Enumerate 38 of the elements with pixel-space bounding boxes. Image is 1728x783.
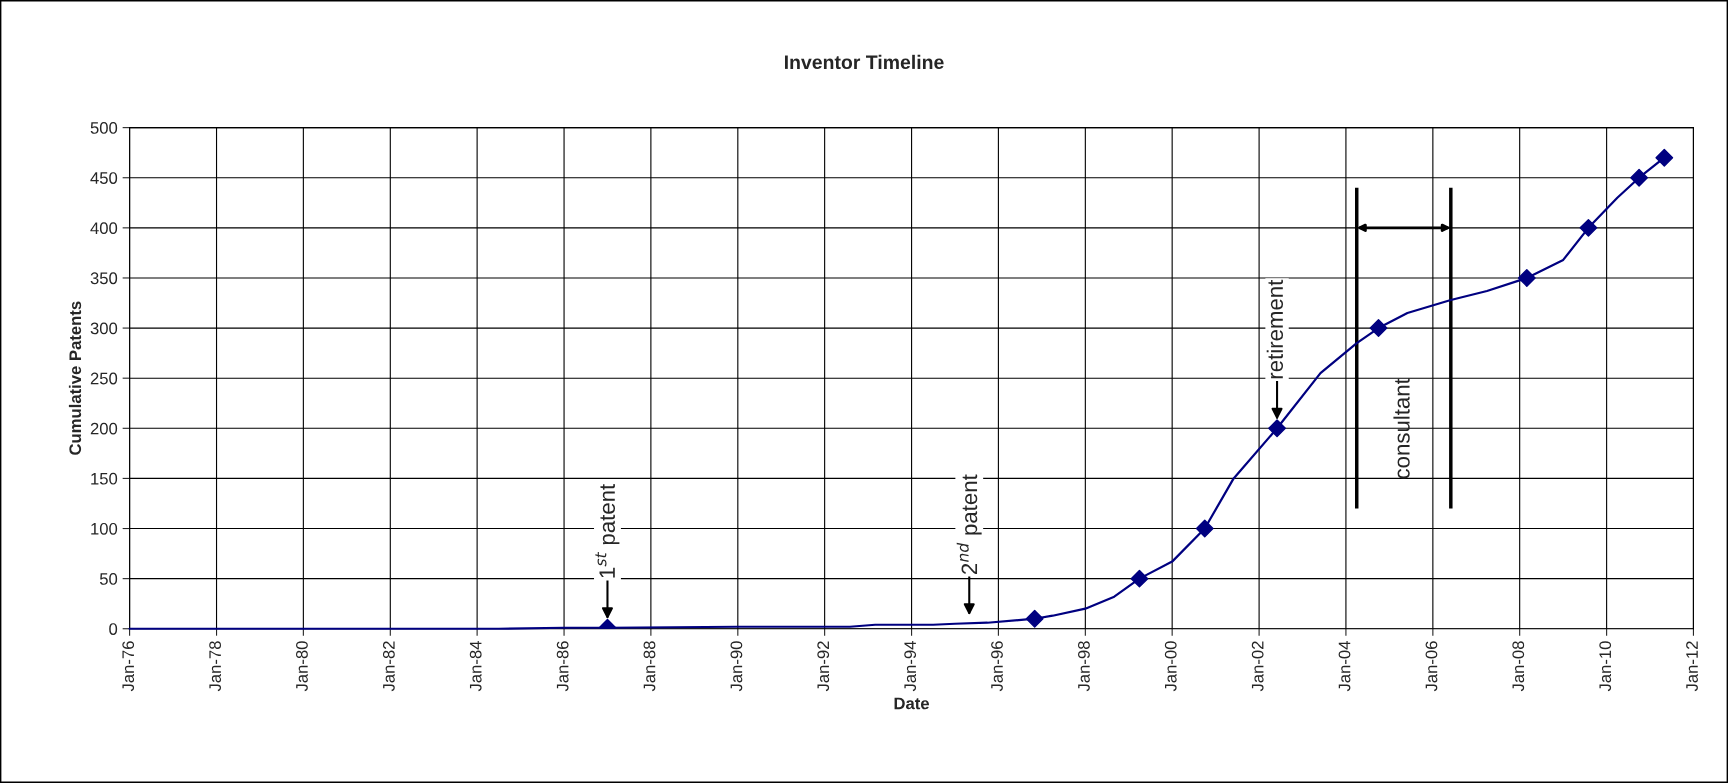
x-tick-label: Jan-76 <box>122 641 135 692</box>
x-tick-label: Jan-04 <box>1338 641 1351 692</box>
y-tick-label: 450 <box>90 172 118 184</box>
x-tick-label: Jan-82 <box>382 641 395 692</box>
x-tick-label: Jan-84 <box>469 641 482 692</box>
x-tick-label: Jan-92 <box>817 641 830 692</box>
x-tick-label: Jan-78 <box>209 641 222 692</box>
x-axis-title: Date <box>894 697 930 710</box>
y-tick-label: 150 <box>91 472 118 485</box>
x-tick-label: Jan-06 <box>1425 641 1438 692</box>
y-tick-label: 100 <box>91 522 118 535</box>
x-tick-label: Jan-00 <box>1164 641 1177 692</box>
x-tick-label: Jan-86 <box>556 641 569 692</box>
y-tick-label: 400 <box>90 222 118 235</box>
annotation: 2$^{nd}$ patent <box>956 474 982 575</box>
x-tick-label: Jan-94 <box>904 641 917 692</box>
chart-title: Inventor Timeline <box>784 54 944 70</box>
x-tick-label: Jan-96 <box>991 641 1003 692</box>
y-tick-label: 200 <box>90 422 118 435</box>
x-tick-label: Jan-12 <box>1686 641 1698 692</box>
annotation: retirement <box>1266 279 1284 379</box>
x-tick-label: Jan-08 <box>1512 641 1525 692</box>
y-tick-label: 300 <box>90 322 118 335</box>
x-tick-label: Jan-90 <box>730 641 743 692</box>
y-tick-label: 250 <box>90 372 118 385</box>
x-tick-label: Jan-88 <box>643 641 656 692</box>
y-axis-title: Cumulative Patents <box>68 301 82 455</box>
x-tick-label: Jan-02 <box>1251 641 1264 692</box>
annotation: 1$^{st}$ patent <box>595 483 620 578</box>
y-tick-label: 500 <box>90 122 118 134</box>
point <box>1655 148 1674 167</box>
y-tick-label: 0 <box>109 623 118 635</box>
y-tick-label: 50 <box>99 573 118 585</box>
y-tick-label: 350 <box>90 272 118 285</box>
annotation: consultant <box>1393 378 1410 479</box>
x-tick-label: Jan-98 <box>1078 641 1090 692</box>
x-tick-label: Jan-10 <box>1599 641 1612 692</box>
x-tick-label: Jan-80 <box>296 641 308 692</box>
